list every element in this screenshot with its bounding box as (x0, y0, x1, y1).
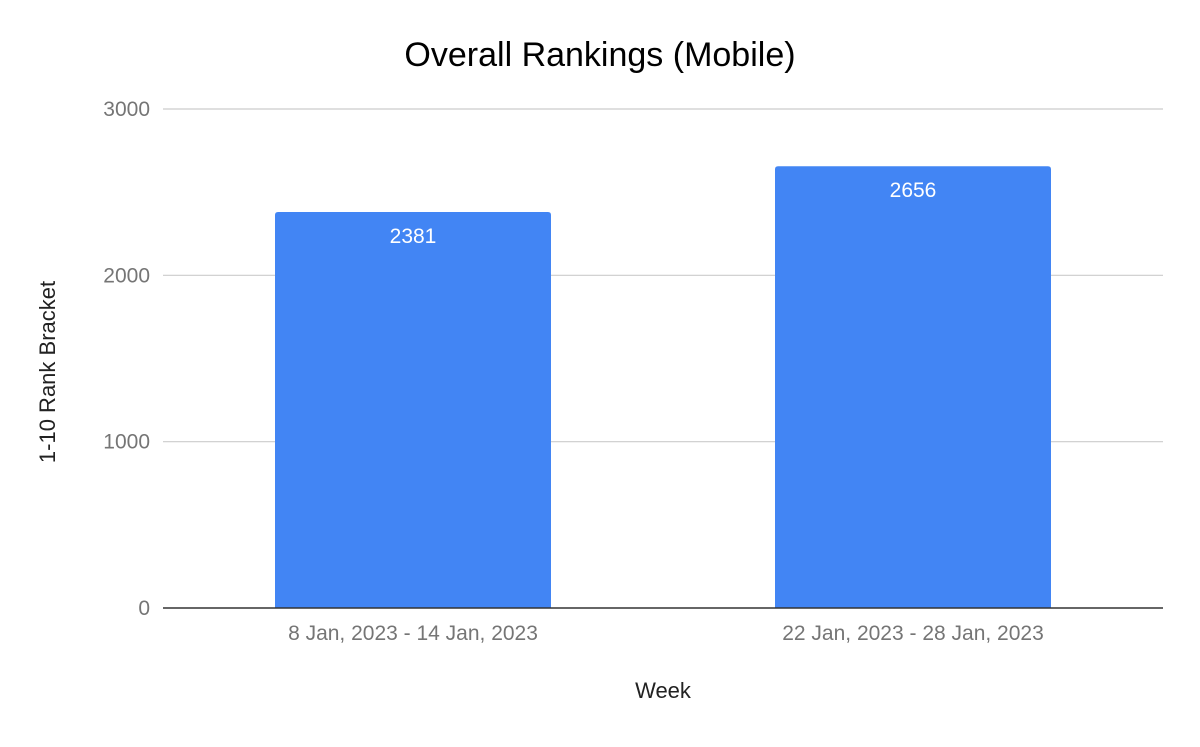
y-tick-label: 2000 (103, 264, 150, 287)
y-axis-title: 1-10 Rank Bracket (35, 281, 60, 463)
y-tick-label: 1000 (103, 431, 150, 454)
bar-value-label: 2381 (390, 225, 437, 248)
data-labels: 2381 2656 (390, 179, 937, 248)
y-tick-label: 3000 (103, 98, 150, 121)
bar (275, 211, 551, 608)
bar-value-label: 2656 (890, 179, 937, 202)
chart-title: Overall Rankings (Mobile) (404, 36, 795, 74)
x-tick-label: 22 Jan, 2023 - 28 Jan, 2023 (782, 622, 1044, 645)
y-axis-ticks: 0 1000 2000 3000 (103, 98, 150, 620)
x-axis-ticks: 8 Jan, 2023 - 14 Jan, 2023 22 Jan, 2023 -… (288, 622, 1044, 645)
bars (275, 166, 1051, 608)
y-tick-label: 0 (138, 597, 150, 620)
bar (775, 166, 1051, 608)
x-tick-label: 8 Jan, 2023 - 14 Jan, 2023 (288, 622, 538, 645)
x-axis-title: Week (635, 678, 692, 703)
